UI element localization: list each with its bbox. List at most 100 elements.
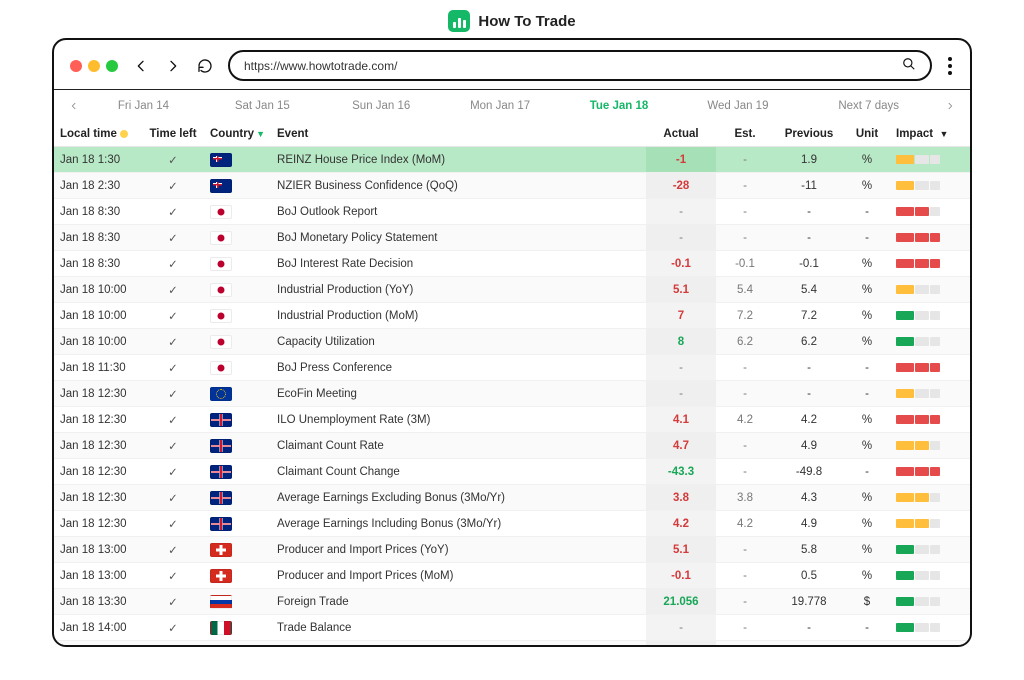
cell-impact (890, 251, 970, 277)
date-tab[interactable]: Fri Jan 14 (84, 96, 203, 116)
table-row[interactable]: Jan 18 1:30✓REINZ House Price Index (MoM… (54, 147, 970, 173)
cell-est: -0.1 (716, 251, 774, 277)
check-icon: ✓ (168, 259, 178, 271)
date-tab[interactable]: Tue Jan 18 (560, 96, 679, 116)
cell-actual: -0.1 (646, 251, 716, 277)
flag-icon (210, 153, 232, 167)
table-row[interactable]: Jan 18 8:30✓BoJ Outlook Report---- (54, 199, 970, 225)
table-row[interactable]: Jan 18 12:30✓Average Earnings Excluding … (54, 485, 970, 511)
close-icon[interactable] (70, 60, 82, 72)
header-country[interactable]: Country▼ (204, 122, 271, 147)
cell-unit: % (844, 251, 890, 277)
table-row[interactable]: Jan 18 10:00✓Capacity Utilization86.26.2… (54, 329, 970, 355)
cell-event: EcoFin Meeting (271, 381, 646, 407)
table-row[interactable]: Jan 18 10:00✓Industrial Production (MoM)… (54, 303, 970, 329)
date-prev-button[interactable] (64, 101, 84, 111)
table-row[interactable]: Jan 18 12:30✓EcoFin Meeting---- (54, 381, 970, 407)
cell-impact (890, 199, 970, 225)
table-row[interactable]: Jan 18 13:00✓Producer and Import Prices … (54, 563, 970, 589)
cell-time: Jan 18 12:30 (54, 381, 142, 407)
maximize-icon[interactable] (106, 60, 118, 72)
cell-previous: -0.1 (774, 251, 844, 277)
check-icon: ✓ (168, 519, 178, 531)
cell-time-left: ✓ (142, 303, 204, 329)
header-event[interactable]: Event (271, 122, 646, 147)
date-next-button[interactable] (940, 101, 960, 111)
table-row[interactable]: Jan 18 11:30✓BoJ Press Conference---- (54, 355, 970, 381)
table-row[interactable]: Jan 18 13:30✓Foreign Trade21.056-19.778$ (54, 589, 970, 615)
cell-impact (890, 355, 970, 381)
table-row[interactable]: Jan 18 8:30✓BoJ Interest Rate Decision-0… (54, 251, 970, 277)
table-row[interactable]: Jan 18 12:30✓ILO Unemployment Rate (3M)4… (54, 407, 970, 433)
table-row[interactable]: Jan 18 14:00✓Reserves---- (54, 641, 970, 646)
cell-unit: % (844, 511, 890, 537)
header-local-time[interactable]: Local time (54, 122, 142, 147)
pin-icon (120, 130, 128, 138)
date-tab[interactable]: Wed Jan 19 (678, 96, 797, 116)
cell-time: Jan 18 1:30 (54, 147, 142, 173)
brand-name: How To Trade (478, 13, 575, 30)
cell-est: - (716, 199, 774, 225)
table-row[interactable]: Jan 18 12:30✓Claimant Count Change-43.3-… (54, 459, 970, 485)
cell-previous: - (774, 225, 844, 251)
cell-time-left: ✓ (142, 173, 204, 199)
table-row[interactable]: Jan 18 8:30✓BoJ Monetary Policy Statemen… (54, 225, 970, 251)
table-row[interactable]: Jan 18 2:30✓ NZIER Business Confidence (Q… (54, 173, 970, 199)
cell-time-left: ✓ (142, 251, 204, 277)
cell-time-left: ✓ (142, 485, 204, 511)
date-tab[interactable]: Next 7 days (797, 96, 940, 116)
cell-country (204, 485, 271, 511)
minimize-icon[interactable] (88, 60, 100, 72)
table-row[interactable]: Jan 18 12:30✓Average Earnings Including … (54, 511, 970, 537)
cell-country (204, 355, 271, 381)
cell-time-left: ✓ (142, 433, 204, 459)
table-row[interactable]: Jan 18 10:00✓Industrial Production (YoY)… (54, 277, 970, 303)
cell-impact (890, 537, 970, 563)
cell-country (204, 407, 271, 433)
cell-est: - (716, 147, 774, 173)
cell-previous: 5.4 (774, 277, 844, 303)
cell-event: Reserves (271, 641, 646, 646)
table-row[interactable]: Jan 18 14:00✓Trade Balance---- (54, 615, 970, 641)
cell-event: Average Earnings Including Bonus (3Mo/Yr… (271, 511, 646, 537)
cell-unit: $ (844, 589, 890, 615)
cell-time-left: ✓ (142, 381, 204, 407)
cell-event: NZIER Business Confidence (QoQ) (271, 173, 646, 199)
cell-event: Average Earnings Excluding Bonus (3Mo/Yr… (271, 485, 646, 511)
forward-button[interactable] (164, 57, 182, 75)
cell-time: Jan 18 14:00 (54, 641, 142, 646)
cell-est: - (716, 433, 774, 459)
cell-time: Jan 18 10:00 (54, 329, 142, 355)
cell-actual: - (646, 615, 716, 641)
cell-actual: - (646, 381, 716, 407)
check-icon: ✓ (168, 155, 178, 167)
cell-previous: -49.8 (774, 459, 844, 485)
cell-impact (890, 407, 970, 433)
date-tab[interactable]: Sat Jan 15 (203, 96, 322, 116)
header-actual[interactable]: Actual (646, 122, 716, 147)
cell-actual: -28 (646, 173, 716, 199)
cell-est: - (716, 641, 774, 646)
date-tab[interactable]: Sun Jan 16 (322, 96, 441, 116)
header-est[interactable]: Est. (716, 122, 774, 147)
table-row[interactable]: Jan 18 13:00✓Producer and Import Prices … (54, 537, 970, 563)
cell-country (204, 251, 271, 277)
cell-impact (890, 511, 970, 537)
header-time-left[interactable]: Time left (142, 122, 204, 147)
back-button[interactable] (132, 57, 150, 75)
url-bar[interactable]: https://www.howtotrade.com/ (228, 50, 932, 81)
cell-previous: -11 (774, 173, 844, 199)
cell-actual: -1 (646, 147, 716, 173)
cell-country (204, 641, 271, 646)
cell-time: Jan 18 2:30 (54, 173, 142, 199)
reload-button[interactable] (196, 57, 214, 75)
cell-country (204, 173, 271, 199)
header-impact[interactable]: Impact ▼ (890, 122, 970, 147)
table-row[interactable]: Jan 18 12:30✓Claimant Count Rate4.7-4.9% (54, 433, 970, 459)
cell-impact (890, 589, 970, 615)
header-unit[interactable]: Unit (844, 122, 890, 147)
more-button[interactable] (946, 57, 954, 75)
search-icon[interactable] (902, 57, 916, 74)
header-previous[interactable]: Previous (774, 122, 844, 147)
date-tab[interactable]: Mon Jan 17 (441, 96, 560, 116)
